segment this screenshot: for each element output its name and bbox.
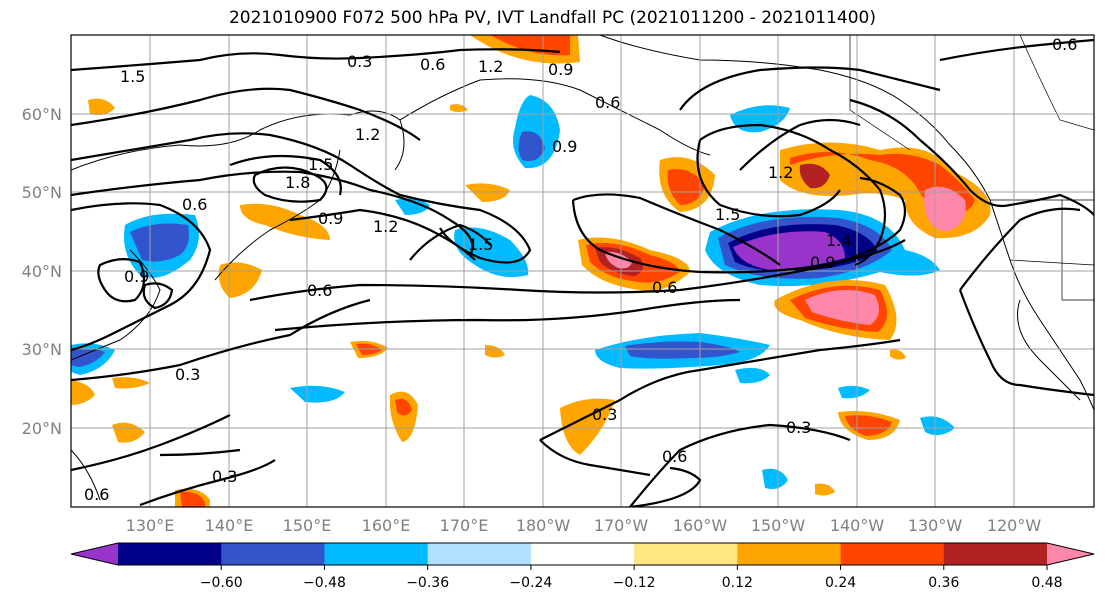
contour-label: 0.9 xyxy=(318,209,343,228)
contour-label: 1.5 xyxy=(120,67,145,86)
longitude-labels: 130°E 140°E 150°E 160°E 170°E 180°W 170°… xyxy=(126,516,1042,535)
contour-label: 0.6 xyxy=(1052,35,1077,54)
colorbar-segment xyxy=(221,543,325,565)
lon-label: 170°W xyxy=(594,516,649,535)
contour-label: 0.6 xyxy=(307,281,332,300)
contour-label: 1.2 xyxy=(373,217,398,236)
lon-label: 180°W xyxy=(516,516,571,535)
colorbar-segment xyxy=(737,543,842,565)
contour-label: 0.6 xyxy=(182,195,207,214)
colorbar-tick-label: −0.60 xyxy=(200,575,243,591)
contour-label: 0.6 xyxy=(84,485,109,504)
colorbar-tick-label: 0.12 xyxy=(722,575,753,591)
lon-label: 130°W xyxy=(908,516,963,535)
lon-label: 130°E xyxy=(126,516,175,535)
lat-label: 40°N xyxy=(22,262,62,281)
lat-label: 30°N xyxy=(22,340,62,359)
contour-label-layer: 1.5 0.3 0.6 1.2 0.9 0.9 0.6 1.2 1.5 1.8 … xyxy=(84,35,1077,504)
contour-label: 1.5 xyxy=(468,235,493,254)
contour-label: 1.2 xyxy=(768,163,793,182)
lon-label: 120°W xyxy=(987,516,1042,535)
contour-label: 1.2 xyxy=(478,57,503,76)
gridlines xyxy=(71,35,1094,507)
contour-label: 0.3 xyxy=(786,418,811,437)
lon-label: 160°W xyxy=(673,516,728,535)
colorbar: −0.60 −0.48 −0.36 −0.24 −0.12 0.12 0.24 0.36 0.4… xyxy=(70,542,1095,591)
pv-contours xyxy=(71,38,1094,507)
lon-label: 140°W xyxy=(830,516,885,535)
colorbar-tick-label: −0.48 xyxy=(303,575,346,591)
colorbar-extend-high xyxy=(1047,543,1094,565)
colorbar-segment xyxy=(530,543,635,565)
contour-label: 1.5 xyxy=(308,155,333,174)
lon-label: 150°E xyxy=(283,516,332,535)
colorbar-segment xyxy=(840,543,945,565)
lat-label: 50°N xyxy=(22,183,62,202)
contour-label: 1.4 xyxy=(826,231,851,250)
contour-label: 0.6 xyxy=(595,93,620,112)
contour-label: 0.6 xyxy=(662,447,687,466)
map-frame xyxy=(70,34,1095,508)
contour-label: 1.5 xyxy=(715,205,740,224)
latitude-labels: 60°N 50°N 40°N 30°N 20°N xyxy=(22,105,62,438)
contour-label: 1.8 xyxy=(285,173,310,192)
contour-label: 0.6 xyxy=(652,278,677,297)
colorbar-tick-label: 0.48 xyxy=(1031,575,1062,591)
contour-label: 0.3 xyxy=(212,467,237,486)
colorbar-tick-label: −0.12 xyxy=(613,575,656,591)
contour-label: 0.6 xyxy=(420,55,445,74)
lon-label: 150°W xyxy=(751,516,806,535)
contour-label: 0.3 xyxy=(175,365,200,384)
contour-label: 0.9 xyxy=(810,253,835,272)
lat-label: 20°N xyxy=(22,419,62,438)
colorbar-ticks: −0.60 −0.48 −0.36 −0.24 −0.12 0.12 0.24 0.36 0.4… xyxy=(200,565,1063,591)
contour-label: 0.9 xyxy=(548,60,573,79)
contour-label: 0.3 xyxy=(592,405,617,424)
lon-label: 160°E xyxy=(362,516,411,535)
colorbar-segment xyxy=(427,543,532,565)
colorbar-segment xyxy=(634,543,738,565)
lat-label: 60°N xyxy=(22,105,62,124)
contour-label: 0.9 xyxy=(552,137,577,156)
colorbar-tick-label: −0.24 xyxy=(509,575,552,591)
borders xyxy=(849,35,1094,301)
colorbar-segment xyxy=(324,543,429,565)
colorbar-tick-label: −0.36 xyxy=(406,575,449,591)
map-title: 2021010900 F072 500 hPa PV, IVT Landfall… xyxy=(228,8,876,28)
coastlines xyxy=(71,35,1094,501)
colorbar-extend-low xyxy=(71,543,118,565)
ivt-shading xyxy=(71,35,991,507)
contour-label: 0.3 xyxy=(347,52,372,71)
colorbar-tick-label: 0.36 xyxy=(928,575,959,591)
colorbar-segments xyxy=(71,543,1094,565)
contour-label: 1.2 xyxy=(355,125,380,144)
map-area xyxy=(71,35,1094,507)
colorbar-outline xyxy=(70,542,1095,566)
lon-label: 170°E xyxy=(440,516,489,535)
contour-label: 0.9 xyxy=(124,267,149,286)
lon-label: 140°E xyxy=(205,516,254,535)
colorbar-segment xyxy=(943,543,1048,565)
colorbar-segment xyxy=(118,543,222,565)
colorbar-tick-label: 0.24 xyxy=(825,575,856,591)
